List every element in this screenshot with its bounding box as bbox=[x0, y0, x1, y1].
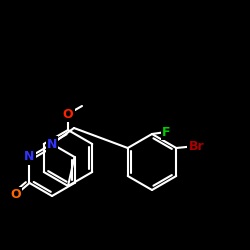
Text: O: O bbox=[63, 108, 73, 120]
Text: N: N bbox=[24, 150, 35, 164]
Text: O: O bbox=[10, 188, 21, 202]
Text: N: N bbox=[47, 138, 57, 150]
Text: F: F bbox=[162, 126, 170, 138]
Text: Br: Br bbox=[188, 140, 204, 152]
